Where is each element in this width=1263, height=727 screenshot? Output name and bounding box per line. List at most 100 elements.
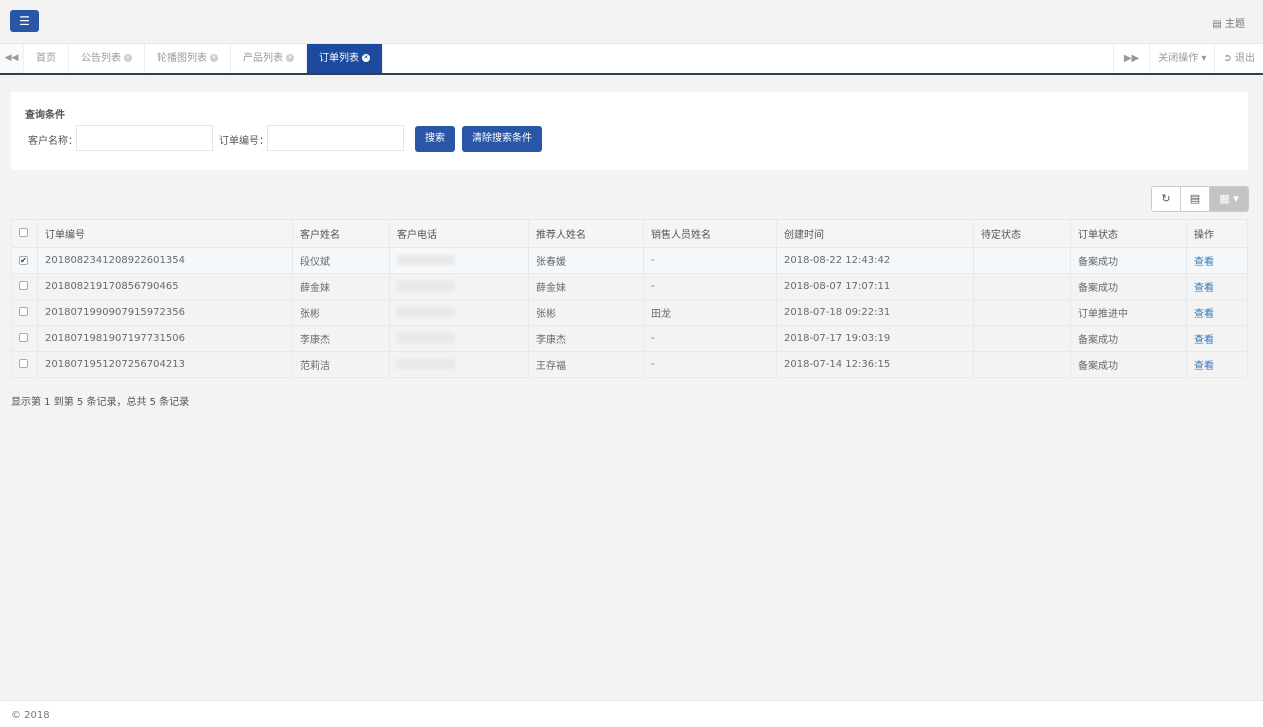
cell-text: 2018082341208922601354	[45, 255, 185, 266]
row-checkbox[interactable]	[19, 306, 28, 316]
table-row[interactable]: 2018071990907915972356 张彬 张彬 田龙 2018-07-18 0…	[11, 299, 1248, 326]
cell-text: 李康杰	[536, 335, 566, 346]
row-checkbox[interactable]: ✔	[19, 256, 28, 265]
table-row[interactable]: 2018071951207256704213 范莉洁 王存福 - 2018-07-14 …	[11, 351, 1248, 378]
column-header[interactable]: 销售人员姓名	[643, 219, 777, 248]
row-select-cell	[11, 325, 38, 352]
tab-label: 产品列表	[243, 53, 283, 64]
search-title: 查询条件	[25, 110, 65, 121]
cell-text: -	[651, 359, 655, 370]
view-link[interactable]: 查看	[1194, 361, 1214, 372]
cell-text: 订单推进中	[1078, 309, 1128, 320]
table-row[interactable]: 2018082191708567904​65 薛金妹 薛金妹 - 2018-08-07 …	[11, 273, 1248, 300]
cell-text: 2018071951207256704213	[45, 359, 185, 370]
caret-down-icon: ▾	[1201, 53, 1207, 64]
cell-pending	[973, 273, 1071, 300]
close-tab-icon[interactable]: ✕	[210, 54, 218, 62]
cell-status: 备案成功	[1070, 247, 1187, 274]
view-link[interactable]: 查看	[1194, 283, 1214, 294]
cell-text: 备案成功	[1078, 361, 1118, 372]
scroll-left-button[interactable]: ◀◀	[0, 44, 24, 73]
cell-referrer: 薛金妹	[528, 273, 644, 300]
columns-dropdown[interactable]: ▦ ▾	[1210, 187, 1248, 211]
cell-status: 备案成功	[1070, 325, 1187, 352]
blurred-phone	[397, 359, 455, 369]
view-link[interactable]: 查看	[1194, 257, 1214, 268]
row-checkbox[interactable]	[19, 280, 28, 290]
tab-0[interactable]: 首页	[24, 44, 69, 73]
column-header[interactable]: 订单状态	[1070, 219, 1187, 248]
tab-1[interactable]: 公告列表 ✕	[69, 44, 145, 73]
customer-name-input[interactable]	[76, 125, 213, 151]
tab-label: 公告列表	[81, 53, 121, 64]
close-ops-dropdown[interactable]: 关闭操作 ▾	[1149, 44, 1214, 73]
refresh-icon: ↻	[1161, 192, 1171, 205]
cell-status: 备案成功	[1070, 273, 1187, 300]
column-header[interactable]: 客户姓名	[292, 219, 390, 248]
cell-created: 2018-07-17 19:03:19	[776, 325, 974, 352]
cell-action: 查看	[1186, 325, 1248, 352]
tab-3[interactable]: 产品列表 ✕	[231, 44, 307, 73]
cell-referrer: 张春媛	[528, 247, 644, 274]
view-link[interactable]: 查看	[1194, 335, 1214, 346]
cell-text: 2018-08-22 12:43:42	[784, 255, 891, 266]
column-header[interactable]: 待定状态	[973, 219, 1071, 248]
cell-text: 备案成功	[1078, 283, 1118, 294]
cell-text: -	[651, 281, 655, 292]
table-row[interactable]: ✔ 2018082341208922601354 段仪斌 张春媛 - 2018-08-22…	[11, 247, 1248, 274]
select-all-checkbox[interactable]	[19, 227, 28, 237]
column-header[interactable]: 创建时间	[776, 219, 974, 248]
cell-sales: -	[643, 351, 777, 378]
cell-created: 2018-08-07 17:07:11	[776, 273, 974, 300]
logout-button[interactable]: ➲ 退出	[1214, 44, 1263, 73]
close-tab-icon[interactable]: ✕	[124, 54, 132, 62]
cell-pending	[973, 299, 1071, 326]
tab-label: 首页	[36, 53, 56, 64]
close-tab-icon[interactable]: ✕	[286, 54, 294, 62]
select-all-cell	[11, 219, 38, 248]
tab-4[interactable]: 订单列表 ✕	[307, 44, 383, 73]
cell-sales: -	[643, 273, 777, 300]
refresh-button[interactable]: ↻	[1152, 187, 1181, 211]
table-row[interactable]: 2018071981907197731506 李康杰 李康杰 - 2018-07-17 …	[11, 325, 1248, 352]
column-header[interactable]: 推荐人姓名	[528, 219, 644, 248]
column-header[interactable]: 订单编号	[37, 219, 293, 248]
cell-name: 范莉洁	[292, 351, 390, 378]
caret-down-icon: ▾	[1233, 192, 1239, 205]
cell-action: 查看	[1186, 299, 1248, 326]
close-ops-label: 关闭操作	[1158, 53, 1199, 64]
view-link[interactable]: 查看	[1194, 309, 1214, 320]
cell-text: 段仪斌	[300, 257, 330, 268]
row-checkbox[interactable]	[19, 332, 28, 342]
tabs-bar: ◀◀ 首页 公告列表 ✕ 轮播图列表 ✕ 产品列表 ✕ 订单列表 ✕ ▶▶ 关闭操作 ▾ ➲ 退…	[0, 44, 1263, 75]
row-checkbox[interactable]	[19, 358, 28, 368]
cell-pending	[973, 351, 1071, 378]
cell-action: 查看	[1186, 273, 1248, 300]
tab-2[interactable]: 轮播图列表 ✕	[145, 44, 231, 73]
sign-out-icon: ➲	[1223, 53, 1232, 64]
cell-text: 张彬	[536, 309, 556, 320]
cell-text: 张彬	[300, 309, 320, 320]
cell-pending	[973, 325, 1071, 352]
cell-id: 2018082341208922601354	[37, 247, 293, 274]
close-tab-icon[interactable]: ✕	[362, 54, 370, 62]
menu-toggle-button[interactable]: ☰	[10, 10, 39, 32]
scroll-right-button[interactable]: ▶▶	[1112, 44, 1149, 73]
cell-referrer: 李康杰	[528, 325, 644, 352]
cell-text: 张春媛	[536, 257, 566, 268]
cell-text: 2018071990907915972356	[45, 307, 185, 318]
cell-text: -	[651, 333, 655, 344]
row-select-cell: ✔	[11, 247, 38, 274]
row-select-cell	[11, 273, 38, 300]
column-header[interactable]: 客户电话	[389, 219, 529, 248]
clear-search-button[interactable]: 清除搜索条件	[462, 126, 542, 152]
cell-created: 2018-08-22 12:43:42	[776, 247, 974, 274]
toggle-view-button[interactable]: ▤	[1181, 187, 1210, 211]
cell-referrer: 王存福	[528, 351, 644, 378]
theme-button[interactable]: ▤ 主题	[1212, 15, 1245, 30]
order-number-input[interactable]	[267, 125, 404, 151]
column-header[interactable]: 操作	[1186, 219, 1248, 248]
cell-created: 2018-07-14 12:36:15	[776, 351, 974, 378]
cell-text: -	[651, 255, 655, 266]
search-button[interactable]: 搜索	[415, 126, 455, 152]
